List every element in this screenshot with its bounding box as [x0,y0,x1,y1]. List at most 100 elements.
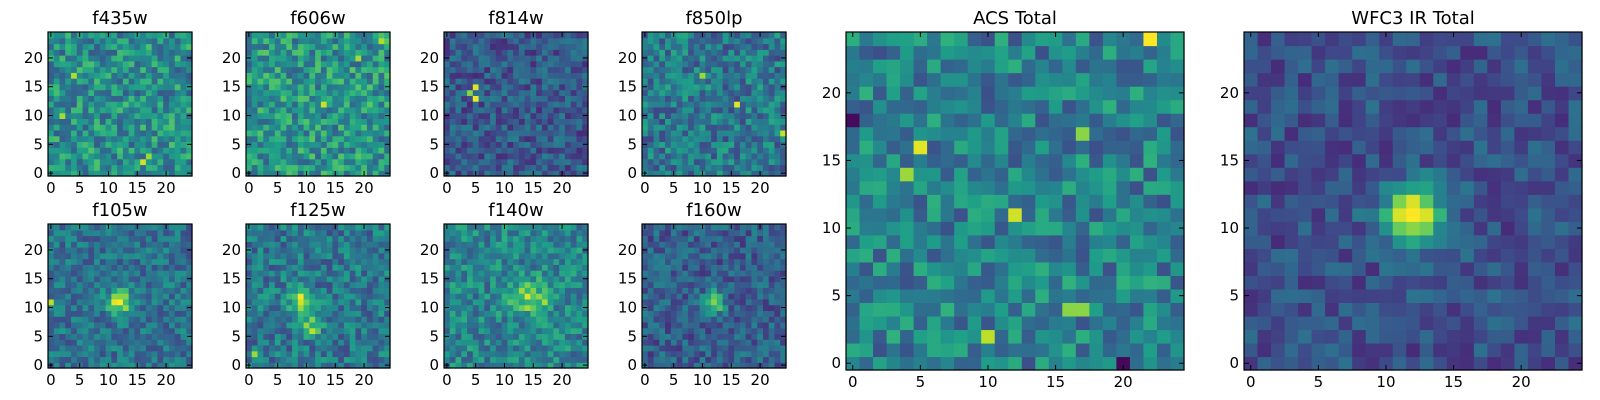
heatmap-cell [82,304,89,311]
heatmap-cell [576,147,583,154]
heatmap-cell [751,124,758,131]
heatmap-cell [186,78,193,85]
heatmap-cell [180,224,187,231]
heatmap-cell [53,78,61,85]
heatmap-cell [745,60,753,68]
heatmap-cell [495,43,503,50]
heatmap-cell [94,55,101,62]
heatmap-cell [180,258,187,265]
heatmap-cell [530,43,537,50]
heatmap-cell [693,170,701,177]
heatmap-cell [292,118,299,125]
heatmap-cell [94,89,101,96]
heatmap-cell [536,270,543,277]
heatmap-cell [140,321,147,329]
heatmap-cell [484,89,491,96]
heatmap-cell [292,327,299,335]
heatmap-cell [530,350,537,358]
heatmap-cell [513,235,520,242]
heatmap-cell [145,152,153,160]
heatmap-cell [711,350,718,358]
heatmap-cell [559,37,566,45]
heatmap-cell [349,270,357,277]
heatmap-cell [117,106,124,114]
heatmap-cell [495,101,503,108]
heatmap-cell [286,339,293,346]
heatmap-cell [274,264,282,271]
heatmap-cell [570,327,578,335]
heatmap-cell [163,350,170,358]
heatmap-cell [326,247,333,254]
y-tick-label: 15 [24,78,43,96]
heatmap-cell [530,72,537,79]
heatmap-cell [280,333,287,340]
heatmap-cell [547,252,555,260]
heatmap-cell [484,275,491,283]
heatmap-cell [134,247,141,254]
heatmap-cell [76,118,84,125]
heatmap-cell [257,350,264,358]
heatmap-cell [688,147,695,154]
heatmap-cell [145,344,153,352]
heatmap-cell [564,321,572,329]
heatmap-cell [478,321,485,329]
heatmap-cell [553,55,560,62]
heatmap-cell [647,135,655,143]
heatmap-cell [366,264,374,271]
heatmap-cell [751,147,758,154]
heatmap-cell [263,135,270,143]
heatmap-cell [174,124,182,131]
heatmap-cell [292,339,299,346]
heatmap-cell [315,78,322,85]
heatmap-cell [349,362,357,369]
heatmap-cell [82,83,89,91]
heatmap-cell [343,118,351,125]
heatmap-cell [378,258,385,265]
heatmap-cell [163,164,170,171]
heatmap-cell [111,264,118,271]
heatmap-cell [274,118,282,125]
heatmap-cell [355,43,362,50]
heatmap-cell [65,310,72,317]
heatmap-cell [524,304,531,311]
heatmap-cell [320,235,328,242]
heatmap-cell [128,101,135,108]
heatmap-cell [513,78,520,85]
heatmap-cell [180,316,187,323]
heatmap-cell [53,252,61,260]
heatmap-cell [530,55,537,62]
heatmap-cell [384,147,391,154]
heatmap-cell [366,78,374,85]
heatmap-cell [71,118,78,125]
panel-title: f606w [290,8,345,29]
heatmap-cell [728,344,735,352]
heatmap-cell [762,327,770,335]
heatmap-cell [349,333,357,340]
heatmap-cell [768,356,776,363]
heatmap-cell [303,252,310,260]
heatmap-cell [762,118,770,125]
heatmap-cell [384,241,391,248]
heatmap-cell [682,135,689,143]
heatmap-cell [105,339,112,346]
heatmap-cell [547,275,555,283]
heatmap-cell [688,298,695,306]
heatmap-cell [582,106,589,114]
heatmap-cell [361,229,368,237]
heatmap-cell [157,356,164,363]
heatmap-cell [111,152,118,160]
heatmap-cell [444,72,451,79]
heatmap-cell [757,350,764,358]
heatmap-cell [553,304,560,311]
heatmap-cell [332,310,339,317]
heatmap-cell [688,37,695,45]
heatmap-cell [163,55,170,62]
heatmap-cell [257,106,264,114]
heatmap-cell [180,344,187,352]
heatmap-cell [472,95,480,102]
heatmap-cell [332,129,339,137]
heatmap-cell [122,270,130,277]
heatmap-cell [762,101,770,108]
heatmap-cell [484,321,491,329]
heatmap-cell [472,321,480,329]
